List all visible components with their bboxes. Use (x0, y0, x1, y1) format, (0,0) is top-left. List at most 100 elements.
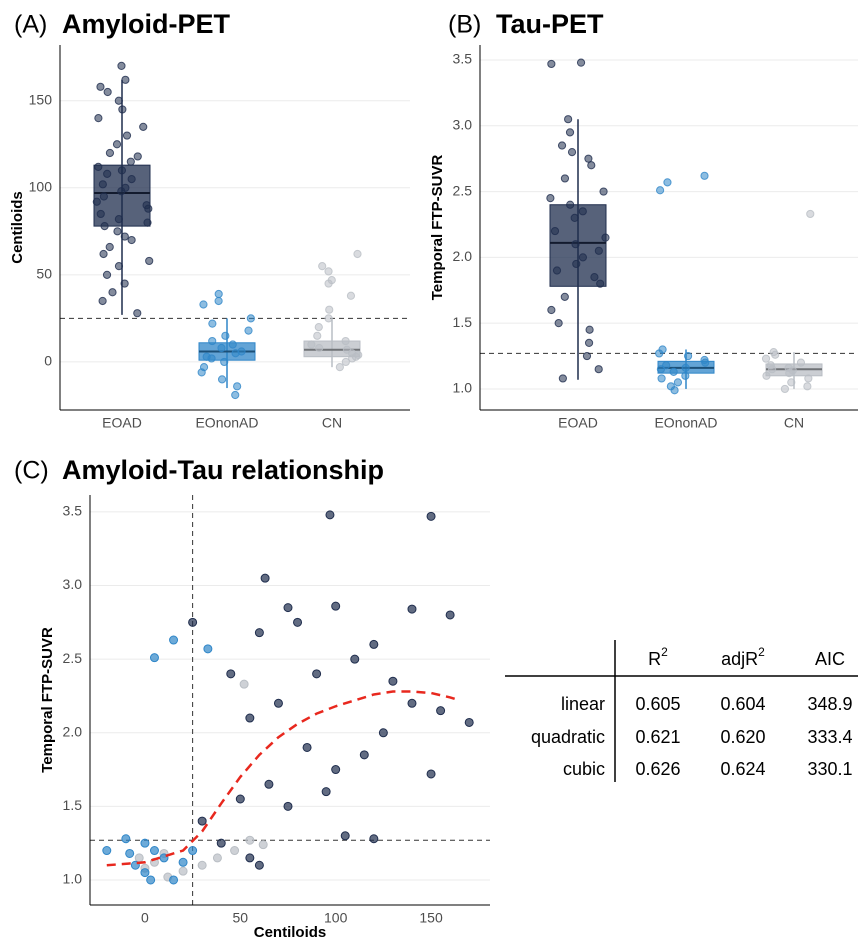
point (273, 698, 283, 708)
point (655, 349, 664, 358)
point (780, 384, 790, 394)
point (98, 180, 107, 189)
point (217, 343, 226, 353)
point (226, 669, 236, 679)
point (566, 200, 575, 209)
point (140, 868, 150, 878)
panel-label: (B) (448, 11, 481, 39)
table-cell: 348.9 (807, 694, 852, 714)
point (207, 354, 216, 363)
header-text: adjR (721, 649, 758, 669)
point (121, 75, 130, 84)
point (560, 292, 569, 301)
point (230, 846, 240, 856)
y-tick-label: 0 (44, 353, 52, 369)
table-cell: 0.624 (720, 759, 765, 779)
point (117, 166, 127, 175)
point (594, 365, 603, 374)
x-tick-label: CN (322, 415, 342, 431)
point (546, 194, 555, 203)
point (293, 617, 303, 627)
point (197, 860, 207, 870)
point (112, 140, 122, 149)
point (318, 262, 327, 271)
header-text: AIC (815, 649, 845, 669)
point (552, 266, 562, 275)
point (127, 235, 136, 245)
point (103, 169, 112, 178)
point (258, 840, 268, 850)
point (125, 848, 135, 858)
point (146, 875, 156, 885)
y-tick-label: 2.0 (63, 723, 83, 739)
point (340, 831, 350, 841)
point (560, 174, 570, 183)
point (235, 794, 245, 804)
point (114, 215, 123, 224)
point (806, 209, 815, 219)
point (578, 207, 587, 216)
point (348, 354, 357, 363)
point (122, 131, 132, 140)
point (121, 834, 131, 844)
point (92, 197, 101, 206)
point (314, 323, 323, 332)
point (761, 354, 771, 363)
point (96, 82, 105, 91)
point (335, 363, 344, 372)
y-tick-label: 3.0 (63, 576, 83, 592)
point (212, 853, 222, 863)
panel-title: Amyloid-PET (62, 9, 231, 39)
point (117, 61, 126, 70)
y-tick-label: 150 (29, 91, 53, 107)
point (768, 365, 777, 374)
point (803, 382, 812, 391)
point (140, 838, 150, 848)
point (565, 128, 575, 137)
point (102, 846, 112, 856)
x-tick-label: EOnonAD (195, 415, 258, 431)
table-header: R2 (648, 645, 668, 669)
table-cell: 333.4 (807, 727, 852, 747)
point (254, 628, 264, 638)
point (655, 186, 665, 195)
table-header: adjR2 (721, 645, 765, 669)
point (127, 174, 136, 184)
header-text: R (648, 649, 661, 669)
point (596, 279, 605, 288)
point (590, 273, 599, 282)
y-tick-label: 1.0 (453, 380, 473, 396)
point (113, 227, 122, 236)
point (570, 213, 579, 222)
point (669, 367, 678, 376)
point (94, 162, 103, 171)
point (787, 378, 796, 387)
point (557, 141, 567, 150)
point (567, 148, 577, 157)
point (341, 357, 350, 367)
y-tick-label: 1.5 (453, 314, 473, 330)
point (771, 350, 780, 359)
point (245, 835, 255, 845)
point (178, 857, 188, 867)
point (231, 349, 240, 358)
panel-label: (A) (14, 11, 47, 39)
point (133, 309, 142, 318)
point (216, 838, 226, 848)
x-axis-title: Centiloids (254, 924, 327, 940)
point (244, 326, 253, 335)
x-tick-label: 150 (419, 910, 443, 926)
point (378, 728, 388, 738)
row-label: cubic (563, 759, 605, 779)
y-axis-title: Centiloids (9, 191, 26, 264)
point (547, 305, 556, 315)
point (145, 256, 154, 266)
point (208, 336, 217, 346)
point (584, 154, 593, 163)
x-tick-label: 50 (233, 910, 249, 926)
point (656, 365, 666, 374)
y-tick-label: 3.0 (453, 116, 473, 132)
point (663, 178, 672, 187)
fit-curve (106, 690, 461, 867)
